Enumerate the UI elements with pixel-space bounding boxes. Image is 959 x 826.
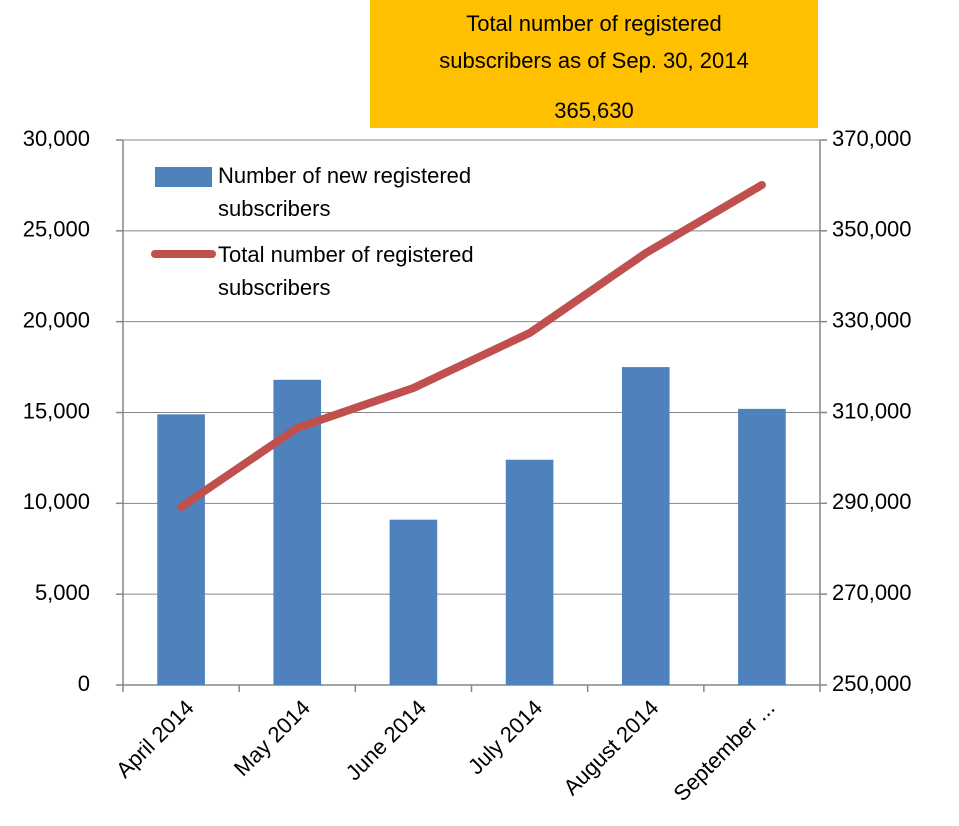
y-tick-label: 30,000 bbox=[23, 126, 90, 151]
y2-tick-label: 250,000 bbox=[832, 671, 912, 696]
annotation-text: 365,630 bbox=[554, 98, 634, 123]
bar bbox=[738, 408, 786, 685]
bar bbox=[157, 414, 205, 685]
bar bbox=[505, 459, 554, 685]
legend-swatch bbox=[155, 167, 212, 187]
x-tick-label: August 2014 bbox=[558, 695, 663, 800]
x-tick-label: May 2014 bbox=[229, 695, 315, 781]
annotation-text: Total number of registered bbox=[466, 11, 722, 36]
y-tick-label: 10,000 bbox=[23, 489, 90, 514]
x-tick-label: June 2014 bbox=[341, 695, 431, 785]
y2-tick-label: 310,000 bbox=[832, 398, 912, 423]
y2-tick-label: 370,000 bbox=[832, 126, 912, 151]
bar bbox=[621, 367, 670, 685]
legend-label: Total number of registered subscribers bbox=[218, 242, 474, 300]
annotation-text: subscribers as of Sep. 30, 2014 bbox=[439, 48, 748, 73]
line bbox=[177, 180, 766, 511]
y2-tick-label: 270,000 bbox=[832, 580, 912, 605]
x-tick-label: April 2014 bbox=[111, 695, 199, 783]
y2-tick-label: 290,000 bbox=[832, 489, 912, 514]
y-tick-label: 0 bbox=[78, 671, 90, 696]
y-tick-label: 20,000 bbox=[23, 307, 90, 332]
legend-label: Number of new registered subscribers bbox=[218, 163, 472, 221]
y2-tick-label: 330,000 bbox=[832, 307, 912, 332]
y-tick-label: 25,000 bbox=[23, 217, 90, 242]
y-tick-label: 5,000 bbox=[35, 580, 90, 605]
y2-tick-label: 350,000 bbox=[832, 217, 912, 242]
x-tick-label: July 2014 bbox=[463, 695, 547, 779]
annotation-box bbox=[370, 0, 818, 128]
bar bbox=[389, 519, 438, 685]
x-tick-label: September ... bbox=[668, 695, 779, 806]
y-tick-label: 15,000 bbox=[23, 398, 90, 423]
